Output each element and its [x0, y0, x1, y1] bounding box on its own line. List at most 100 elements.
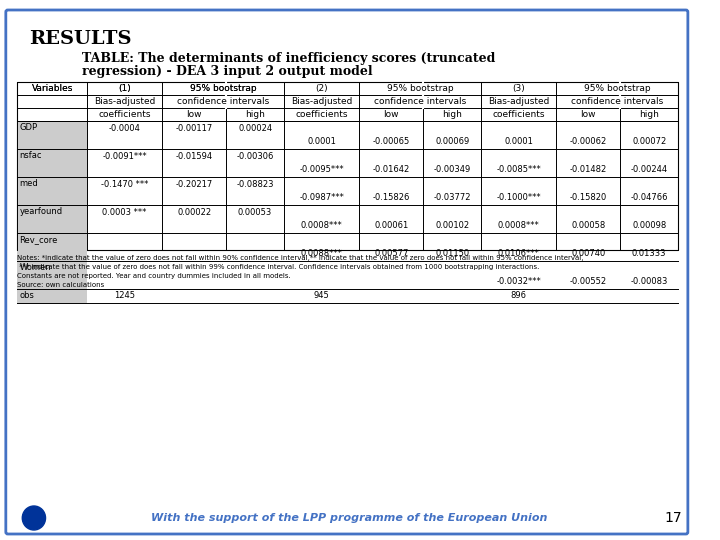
Text: 0.00069: 0.00069 [435, 137, 469, 146]
Text: RESULTS: RESULTS [29, 30, 132, 48]
Text: high: high [442, 110, 462, 119]
Text: -0.00083: -0.00083 [631, 276, 668, 286]
Bar [17, 233, 87, 261]
Text: -0.0032***: -0.0032*** [496, 276, 541, 286]
Text: -0.0091***: -0.0091*** [102, 152, 147, 161]
Text: nsfac: nsfac [19, 152, 42, 160]
Text: Source: own calculations: Source: own calculations [17, 282, 104, 288]
Text: 0.0008***: 0.0008*** [301, 221, 343, 230]
Text: -0.1470 ***: -0.1470 *** [101, 180, 148, 190]
Text: coefficients: coefficients [295, 110, 348, 119]
Text: -0.00349: -0.00349 [433, 165, 471, 174]
Text: yearfound: yearfound [19, 207, 63, 217]
Text: -0.1000***: -0.1000*** [497, 193, 541, 201]
Text: -0.20217: -0.20217 [176, 180, 213, 190]
Text: 896: 896 [510, 292, 527, 300]
Text: confidence intervals: confidence intervals [571, 97, 663, 106]
Text: low: low [186, 110, 202, 119]
Text: With the support of the LPP programme of the European Union: With the support of the LPP programme of… [150, 513, 547, 523]
Text: 0.00098: 0.00098 [632, 221, 666, 230]
Text: 0.00740: 0.00740 [571, 248, 606, 258]
Text: 0.00577: 0.00577 [374, 248, 408, 258]
Text: coefficients: coefficients [492, 110, 545, 119]
Text: (1): (1) [118, 84, 131, 93]
Text: -0.00244: -0.00244 [631, 165, 667, 174]
Text: (3): (3) [513, 84, 525, 93]
Bar [17, 177, 87, 205]
Text: Bias-adjusted: Bias-adjusted [94, 97, 156, 106]
Text: -0.0085***: -0.0085*** [496, 165, 541, 174]
Text: 0.00022: 0.00022 [177, 208, 211, 217]
Text: -0.00065: -0.00065 [373, 137, 410, 146]
Text: (1): (1) [118, 84, 131, 93]
Text: -0.01482: -0.01482 [570, 165, 607, 174]
Bar [17, 121, 87, 149]
Text: -0.01642: -0.01642 [373, 165, 410, 174]
Text: 0.0088***: 0.0088*** [301, 248, 343, 258]
Text: 0.00072: 0.00072 [632, 137, 666, 146]
Text: high: high [245, 110, 265, 119]
Text: -0.00117: -0.00117 [176, 124, 213, 133]
Text: 95% bootstrap: 95% bootstrap [190, 84, 256, 93]
Text: high: high [639, 110, 659, 119]
Text: 0.0003 ***: 0.0003 *** [102, 208, 147, 217]
Text: -0.08823: -0.08823 [236, 180, 274, 190]
Text: 0.0008***: 0.0008*** [498, 221, 540, 230]
Text: 0.01150: 0.01150 [435, 248, 469, 258]
Text: 0.00053: 0.00053 [238, 208, 272, 217]
Text: obs: obs [19, 292, 35, 300]
Text: 95% bootstrap: 95% bootstrap [584, 84, 651, 93]
Text: confidence intervals: confidence intervals [374, 97, 467, 106]
Text: -0.0987***: -0.0987*** [300, 193, 344, 201]
Text: -0.15820: -0.15820 [570, 193, 607, 201]
Text: -0.00306: -0.00306 [236, 152, 274, 161]
Text: coefficients: coefficients [99, 110, 151, 119]
FancyBboxPatch shape [6, 10, 688, 534]
Text: med: med [19, 179, 38, 188]
Text: -0.0004: -0.0004 [109, 124, 140, 133]
Text: 0.00024: 0.00024 [238, 124, 272, 133]
Text: 0.01333: 0.01333 [632, 248, 667, 258]
Text: *** indicate that the value of zero does not fall within 99% confidence interval: *** indicate that the value of zero does… [17, 264, 540, 270]
Text: confidence intervals: confidence intervals [177, 97, 269, 106]
Text: (2): (2) [315, 84, 328, 93]
Text: Women: Women [19, 264, 51, 273]
Bar [17, 289, 87, 303]
Text: Bias-adjusted: Bias-adjusted [488, 97, 549, 106]
Bar [17, 205, 87, 233]
Text: 95% bootstrap: 95% bootstrap [190, 84, 256, 93]
Bar [17, 261, 87, 289]
Text: GDP: GDP [19, 124, 37, 132]
Text: -0.0095***: -0.0095*** [300, 165, 344, 174]
Text: regression) - DEA 3 input 2 output model: regression) - DEA 3 input 2 output model [82, 65, 373, 78]
Text: 0.0001: 0.0001 [504, 137, 534, 146]
Text: 0.0001: 0.0001 [307, 137, 336, 146]
Text: ★: ★ [30, 514, 37, 523]
Text: 17: 17 [665, 511, 682, 525]
Text: low: low [384, 110, 399, 119]
Text: Variables: Variables [32, 84, 73, 93]
Text: Constants are not reported. Year and country dummies included in all models.: Constants are not reported. Year and cou… [17, 273, 291, 279]
Text: 1245: 1245 [114, 292, 135, 300]
Text: 945: 945 [314, 292, 330, 300]
Text: Notes: *indicate that the value of zero does not fall within 90% confidence inte: Notes: *indicate that the value of zero … [17, 255, 584, 261]
Text: 0.00061: 0.00061 [374, 221, 408, 230]
Text: -0.00062: -0.00062 [570, 137, 607, 146]
Text: -0.04766: -0.04766 [631, 193, 668, 201]
Text: Variables: Variables [32, 84, 73, 93]
Bar [17, 82, 678, 250]
Text: Bias-adjusted: Bias-adjusted [291, 97, 352, 106]
Text: TABLE: The determinants of inefficiency scores (truncated: TABLE: The determinants of inefficiency … [82, 52, 496, 65]
Text: -0.00552: -0.00552 [570, 276, 607, 286]
Bar [17, 149, 87, 177]
Text: low: low [580, 110, 596, 119]
Text: -0.03772: -0.03772 [433, 193, 471, 201]
Text: 0.0106***: 0.0106*** [498, 248, 540, 258]
Text: Rev_core: Rev_core [19, 235, 58, 245]
Text: 95% bootstrap: 95% bootstrap [387, 84, 454, 93]
Text: -0.01594: -0.01594 [176, 152, 213, 161]
Circle shape [22, 506, 45, 530]
Text: 0.00102: 0.00102 [435, 221, 469, 230]
Text: 0.00058: 0.00058 [571, 221, 606, 230]
Text: -0.15826: -0.15826 [372, 193, 410, 201]
